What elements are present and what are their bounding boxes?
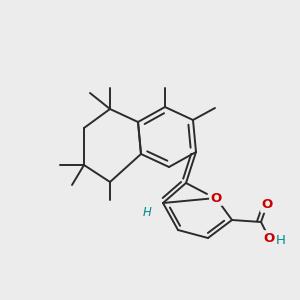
Text: H: H bbox=[142, 206, 152, 220]
Text: O: O bbox=[263, 232, 274, 244]
Text: H: H bbox=[276, 235, 286, 248]
Text: O: O bbox=[210, 191, 222, 205]
Text: O: O bbox=[261, 199, 273, 212]
